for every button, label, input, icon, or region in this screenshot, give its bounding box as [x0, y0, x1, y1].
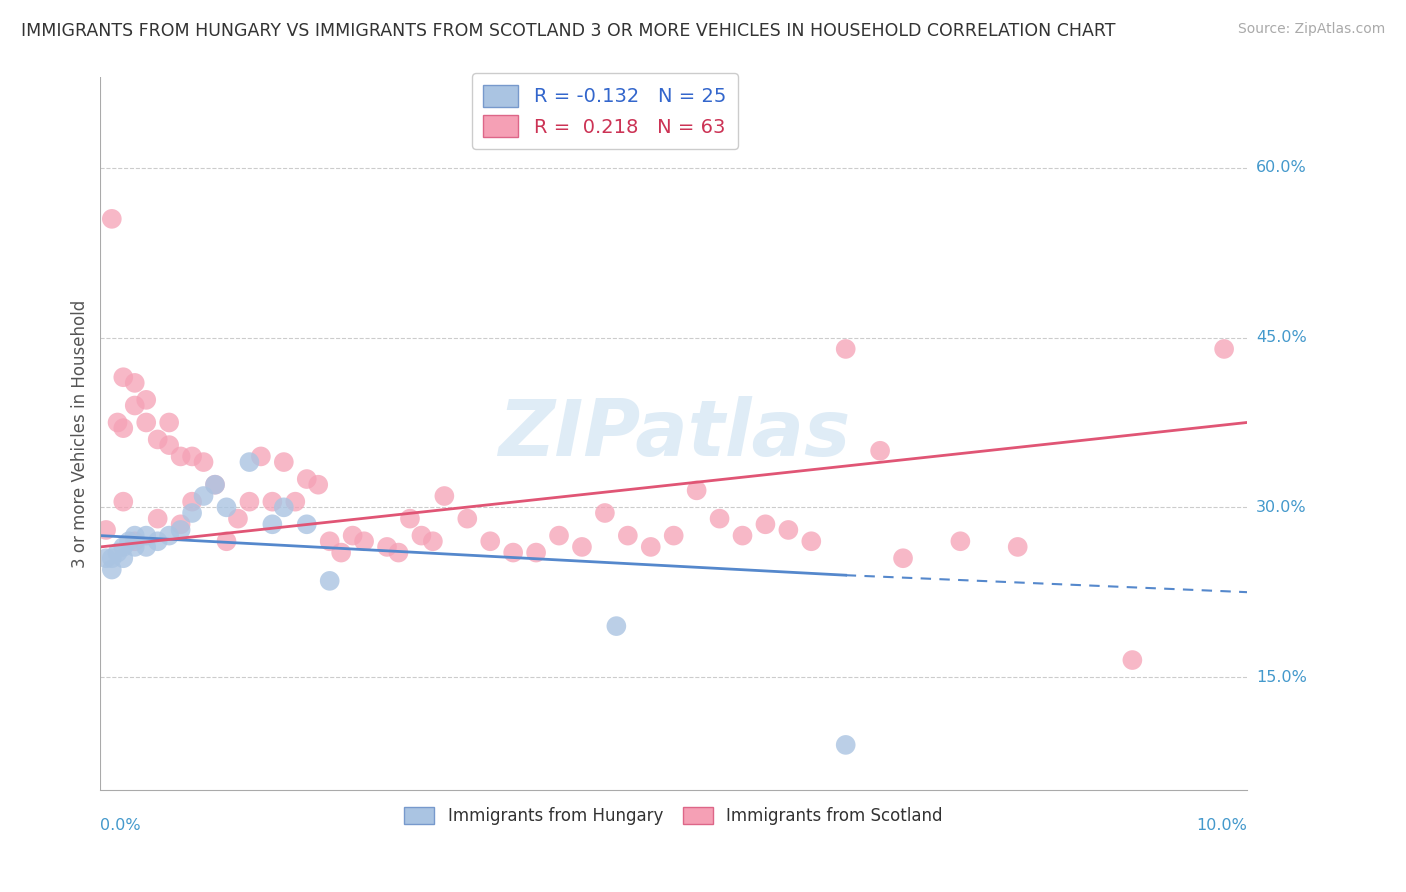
Point	[375, 540, 398, 554]
Point	[342, 528, 364, 542]
Point	[157, 438, 180, 452]
Point	[94, 551, 117, 566]
Point	[169, 450, 191, 464]
Y-axis label: 3 or more Vehicles in Household: 3 or more Vehicles in Household	[72, 300, 89, 568]
Point	[318, 574, 340, 588]
Point	[181, 506, 204, 520]
Point	[135, 416, 157, 430]
Legend: Immigrants from Hungary, Immigrants from Scotland: Immigrants from Hungary, Immigrants from…	[398, 800, 949, 831]
Point	[262, 517, 284, 532]
Point	[422, 534, 444, 549]
Point	[124, 534, 146, 549]
Point	[662, 528, 685, 542]
Point	[1007, 540, 1029, 554]
Point	[456, 511, 478, 525]
Point	[834, 738, 856, 752]
Point	[307, 477, 329, 491]
Point	[411, 528, 433, 542]
Point	[250, 450, 273, 464]
Point	[318, 534, 340, 549]
Point	[193, 489, 215, 503]
Point	[157, 528, 180, 542]
Point	[502, 545, 524, 559]
Point	[101, 211, 124, 226]
Text: 45.0%: 45.0%	[1256, 330, 1308, 345]
Text: 30.0%: 30.0%	[1256, 500, 1306, 515]
Text: 60.0%: 60.0%	[1256, 161, 1308, 176]
Point	[112, 370, 135, 384]
Point	[834, 342, 856, 356]
Point	[1121, 653, 1143, 667]
Point	[101, 551, 124, 566]
Point	[146, 511, 169, 525]
Point	[685, 483, 707, 498]
Point	[479, 534, 502, 549]
Point	[1213, 342, 1236, 356]
Point	[135, 540, 157, 554]
Point	[399, 511, 422, 525]
Point	[157, 416, 180, 430]
Text: ZIPatlas: ZIPatlas	[498, 396, 849, 472]
Point	[135, 528, 157, 542]
Point	[524, 545, 547, 559]
Point	[107, 545, 129, 559]
Point	[330, 545, 353, 559]
Point	[112, 494, 135, 508]
Point	[754, 517, 776, 532]
Point	[204, 477, 226, 491]
Point	[273, 455, 295, 469]
Point	[94, 523, 117, 537]
Point	[273, 500, 295, 515]
Point	[284, 494, 307, 508]
Point	[181, 494, 204, 508]
Point	[800, 534, 823, 549]
Text: 10.0%: 10.0%	[1197, 819, 1247, 833]
Point	[204, 477, 226, 491]
Point	[146, 433, 169, 447]
Point	[101, 563, 124, 577]
Point	[112, 421, 135, 435]
Point	[112, 540, 135, 554]
Point	[949, 534, 972, 549]
Point	[169, 523, 191, 537]
Point	[124, 540, 146, 554]
Point	[193, 455, 215, 469]
Text: Source: ZipAtlas.com: Source: ZipAtlas.com	[1237, 22, 1385, 37]
Point	[891, 551, 914, 566]
Point	[215, 500, 238, 515]
Point	[709, 511, 731, 525]
Point	[571, 540, 593, 554]
Point	[640, 540, 662, 554]
Point	[387, 545, 409, 559]
Point	[146, 534, 169, 549]
Point	[593, 506, 616, 520]
Point	[353, 534, 375, 549]
Point	[295, 472, 318, 486]
Point	[124, 399, 146, 413]
Point	[118, 534, 141, 549]
Text: IMMIGRANTS FROM HUNGARY VS IMMIGRANTS FROM SCOTLAND 3 OR MORE VEHICLES IN HOUSEH: IMMIGRANTS FROM HUNGARY VS IMMIGRANTS FR…	[21, 22, 1115, 40]
Point	[226, 511, 249, 525]
Point	[238, 494, 260, 508]
Point	[169, 517, 191, 532]
Point	[617, 528, 640, 542]
Point	[605, 619, 627, 633]
Point	[124, 376, 146, 390]
Point	[869, 443, 891, 458]
Point	[215, 534, 238, 549]
Point	[124, 528, 146, 542]
Point	[112, 551, 135, 566]
Point	[262, 494, 284, 508]
Point	[135, 392, 157, 407]
Point	[548, 528, 571, 542]
Point	[731, 528, 754, 542]
Point	[107, 416, 129, 430]
Point	[295, 517, 318, 532]
Point	[181, 450, 204, 464]
Text: 15.0%: 15.0%	[1256, 670, 1308, 684]
Point	[238, 455, 260, 469]
Point	[778, 523, 800, 537]
Point	[433, 489, 456, 503]
Text: 0.0%: 0.0%	[100, 819, 141, 833]
